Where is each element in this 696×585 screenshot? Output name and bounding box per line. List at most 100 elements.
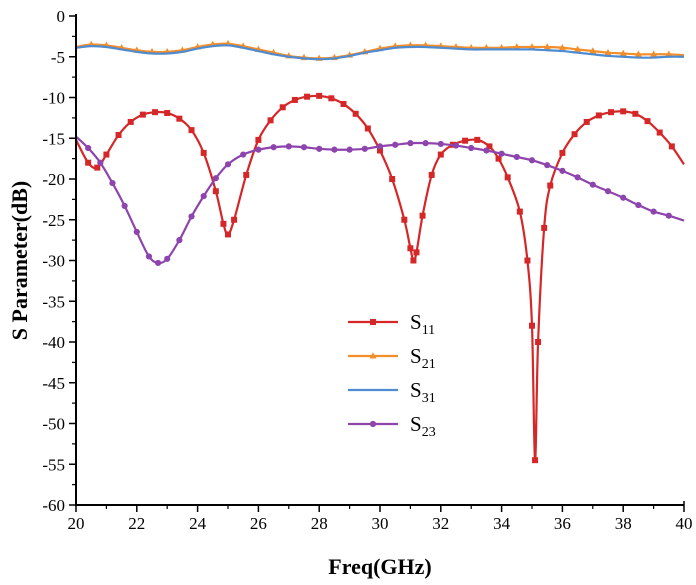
legend-marker-s11	[370, 319, 376, 325]
series-s31-line	[75, 44, 685, 61]
series-s23-point	[376, 143, 384, 150]
axes	[69, 14, 685, 512]
series-s11-point	[85, 159, 92, 166]
series-s11-point	[304, 93, 311, 100]
series-s11-point	[474, 136, 481, 143]
legend-label-subscript: 21	[422, 357, 436, 372]
legend-marker-s23	[369, 420, 377, 428]
series-s23-point	[176, 237, 183, 244]
series-s23-point	[665, 212, 672, 219]
series-s23-point	[604, 188, 612, 195]
series-s23-point	[85, 144, 92, 152]
y-tick-label: -5	[51, 48, 65, 67]
series-s23-point	[635, 201, 642, 209]
y-tick-label: -10	[42, 89, 65, 108]
series-s23-point	[407, 140, 414, 147]
series-s23-line	[75, 135, 685, 265]
y-tick-label: -20	[42, 170, 65, 189]
series-s11-point	[504, 174, 511, 181]
series-s21-point	[574, 45, 582, 52]
series-s23-point	[255, 146, 262, 153]
series-s23-point	[392, 141, 399, 148]
series-s11-point	[291, 96, 298, 103]
series-s23-point	[121, 202, 128, 209]
series-s23-point	[528, 157, 536, 164]
x-axis-title: Freq(GHz)	[328, 554, 431, 579]
x-tick-label: 28	[311, 514, 328, 533]
series-s11-point	[529, 322, 535, 329]
x-tick-label: 36	[554, 514, 571, 533]
series-s11-point	[571, 131, 578, 138]
series-s11-point	[328, 95, 335, 102]
series-s11-point	[413, 249, 420, 256]
series-s11-point	[401, 216, 408, 223]
series-s23-point	[498, 150, 505, 157]
series-s11-point	[632, 110, 639, 117]
series-s23-point	[650, 208, 657, 215]
series-s11-point	[279, 104, 286, 111]
x-tick-label: 22	[128, 514, 145, 533]
legend-label-s23: S23	[410, 412, 436, 440]
series-s11-point	[231, 216, 238, 223]
series-s11-point	[340, 101, 347, 108]
legend-label-subscript: 23	[422, 425, 436, 440]
series-s23-point	[285, 143, 292, 150]
y-tick-label: -25	[42, 211, 65, 230]
series-s23-point	[224, 161, 232, 168]
series-s11-point	[377, 147, 383, 154]
series-s11-point	[267, 117, 274, 124]
series-s23-point	[422, 140, 429, 147]
series-s11-point	[103, 151, 110, 158]
series-s11-point	[352, 110, 359, 117]
x-tick-label: 26	[250, 514, 267, 533]
y-tick-label: -60	[42, 496, 65, 515]
series-s11-point	[428, 171, 435, 178]
series-s23-point	[188, 213, 195, 220]
x-tick-label: 40	[676, 514, 693, 533]
series-s23-point	[513, 153, 520, 161]
y-axis-title: S Parameter(dB)	[7, 181, 32, 340]
legend-item-s23: S23	[348, 412, 436, 440]
legend-label-main: S	[410, 378, 422, 402]
y-tick-label: -50	[42, 415, 65, 434]
series-s23-point	[109, 179, 116, 187]
series-s23-point	[154, 259, 162, 267]
series-s11-point	[255, 136, 262, 143]
series-s11-point	[462, 137, 469, 144]
legend-label-s31: S31	[410, 378, 436, 406]
legend-label-s11: S11	[410, 310, 435, 338]
series-s11-point	[532, 457, 539, 464]
series-s23-point	[331, 146, 338, 153]
series-s23-point	[97, 159, 104, 166]
series-s21-point	[650, 50, 658, 57]
series-s23-point	[544, 162, 551, 169]
series-s23-point	[346, 146, 353, 153]
y-tick-label: -45	[42, 374, 65, 393]
x-tick-label: 20	[68, 514, 85, 533]
tick-labels: 20 22 24 26 28 30 32 34 36 38 40 0 -5 -10 -15 -20 -25 -30…	[42, 7, 692, 533]
series-s11-point	[668, 143, 675, 150]
series-s23-point	[620, 194, 627, 201]
y-tick-label: -15	[42, 129, 65, 148]
series-s11-point	[225, 231, 231, 238]
series-s23-point	[145, 253, 153, 260]
series-s11-point	[115, 131, 122, 138]
plot-lines	[75, 39, 685, 464]
y-tick-label: -30	[42, 252, 65, 271]
series-s21-point	[665, 50, 673, 57]
series-s23-point	[316, 145, 323, 152]
series-s11-point	[164, 109, 171, 116]
series-s11-point	[364, 125, 371, 132]
y-tick-label: -35	[42, 292, 65, 311]
legend-label-main: S	[410, 412, 422, 436]
series-s11-point	[559, 149, 566, 156]
legend-marker-s21	[369, 352, 377, 359]
y-tick-label: -40	[42, 333, 65, 352]
series-s11-point	[176, 115, 183, 122]
series-s23-point	[270, 144, 277, 151]
legend-label-main: S	[410, 344, 422, 368]
series-s11-point	[407, 245, 414, 252]
series-s23	[75, 135, 685, 267]
